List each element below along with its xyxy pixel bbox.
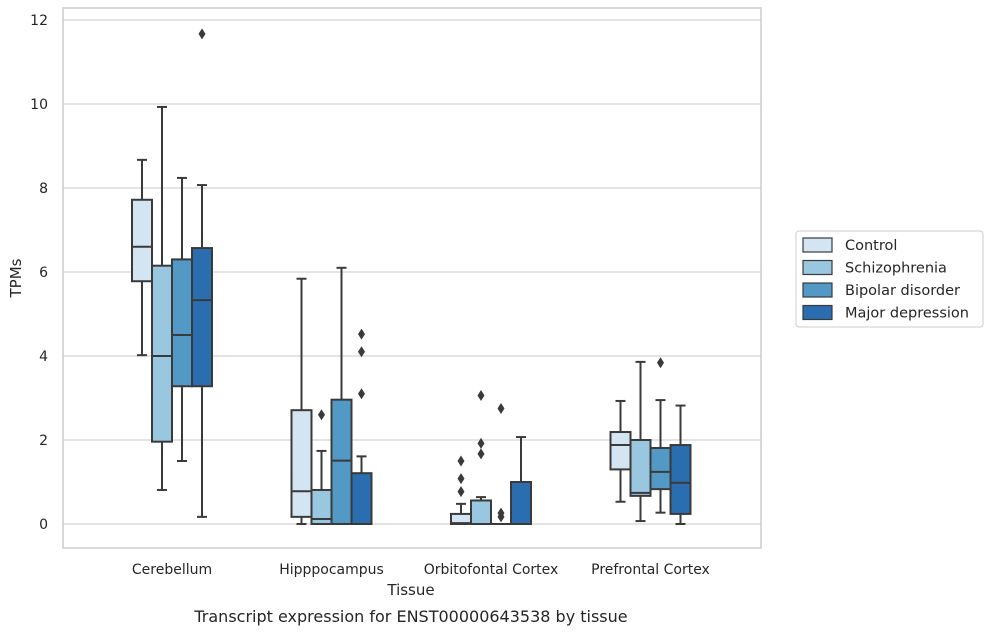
y-tick-label: 4 <box>39 349 48 365</box>
box <box>609 431 632 471</box>
plot-area-frame <box>62 7 762 549</box>
x-axis-ticks: Cerebellum Hipppocampus Orbitofontal Corte… <box>132 562 710 578</box>
outlier-point <box>358 346 365 358</box>
y-tick-label: 10 <box>30 97 48 113</box>
y-tick-label: 8 <box>39 181 48 197</box>
outlier-point <box>457 455 465 467</box>
outlier-point <box>457 473 465 485</box>
legend-frame <box>795 230 984 328</box>
outlier-point <box>477 437 485 449</box>
x-tick-label: Hipppocampus <box>279 562 384 578</box>
series-control <box>131 158 632 525</box>
legend-label: Major depression <box>845 306 969 322</box>
outlier-point <box>477 389 485 401</box>
outlier-point <box>358 388 365 400</box>
x-axis-title: Tissue <box>386 581 434 599</box>
x-tick-label: Orbitofontal Cortex <box>424 562 559 578</box>
legend-label: Schizophrenia <box>845 261 947 277</box>
outlier-point <box>457 486 465 498</box>
outlier-point <box>198 28 206 40</box>
box <box>191 247 213 388</box>
legend-swatch <box>802 282 833 298</box>
series-schizophrenia <box>151 105 652 526</box>
box <box>510 481 532 525</box>
x-tick-label: Prefrontal Cortex <box>591 562 710 578</box>
x-tick-label: Cerebellum <box>132 562 212 578</box>
y-tick-label: 12 <box>30 13 48 29</box>
legend-label: Control <box>845 238 897 254</box>
y-axis-ticks: 0 2 4 6 8 10 12 <box>30 13 48 533</box>
legend-swatch <box>802 237 833 253</box>
box <box>171 258 193 388</box>
series-major-depression <box>191 28 692 525</box>
box <box>350 472 373 525</box>
box <box>669 444 692 515</box>
series-bipolar-disorder <box>171 176 672 526</box>
box <box>131 198 153 283</box>
outlier-point <box>657 357 664 369</box>
box <box>290 409 313 518</box>
outlier-point <box>497 507 505 519</box>
legend-label: Bipolar disorder <box>845 283 960 299</box>
box <box>470 499 492 526</box>
y-tick-label: 6 <box>39 265 48 281</box>
chart-caption: Transcript expression for ENST0000064353… <box>193 607 627 626</box>
outlier-point <box>477 448 485 460</box>
box-series <box>131 28 692 526</box>
y-tick-label: 0 <box>39 517 48 533</box>
outlier-point <box>497 403 505 414</box>
legend-swatch <box>802 304 833 321</box>
box <box>649 446 672 491</box>
box <box>330 398 353 525</box>
outlier-point <box>358 328 365 340</box>
outlier-point <box>318 409 325 421</box>
box <box>629 439 652 497</box>
y-axis-title: TPMs <box>7 258 25 298</box>
legend-swatch <box>802 259 833 276</box>
legend: Control Schizophrenia Bipolar disorder Majo… <box>795 230 984 328</box>
box <box>151 264 173 443</box>
y-tick-label: 2 <box>39 433 48 449</box>
